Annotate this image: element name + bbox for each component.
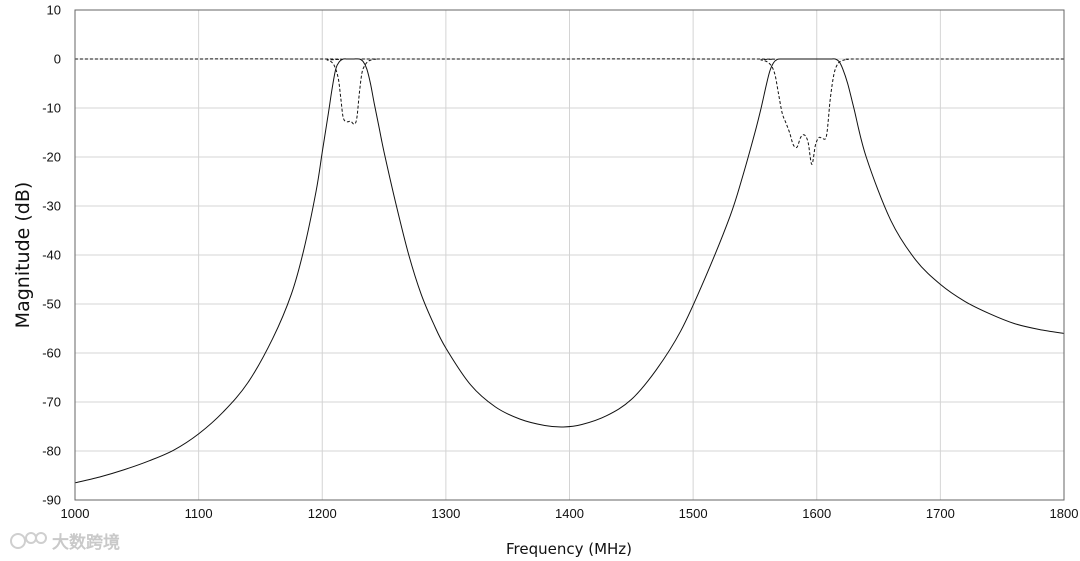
- watermark-logo-icon: [10, 532, 47, 549]
- y-axis-label: Magnitude (dB): [12, 182, 34, 329]
- series-line-s11: [74, 58, 1065, 165]
- y-tick-label: 10: [47, 3, 61, 18]
- y-tick-label: -60: [42, 346, 61, 361]
- y-tick-labels: 10 0 -10 -20 -30 -40 -50 -60 -70 -80 -90: [42, 3, 61, 508]
- watermark: 大数跨境: [10, 532, 120, 553]
- y-tick-label: -50: [42, 297, 61, 312]
- plot-frame: [74, 9, 1065, 501]
- x-tick-label: 1400: [555, 506, 584, 521]
- series-line-s21: [74, 58, 1065, 484]
- x-tick-label: 1800: [1050, 506, 1079, 521]
- y-tick-label: -20: [42, 150, 61, 165]
- x-tick-label: 1300: [431, 506, 460, 521]
- y-tick-label: -90: [42, 493, 61, 508]
- y-tick-label: -70: [42, 395, 61, 410]
- x-tick-label: 1600: [802, 506, 831, 521]
- y-tick-label: -40: [42, 248, 61, 263]
- y-tick-label: 0: [54, 52, 61, 67]
- y-tick-label: -30: [42, 199, 61, 214]
- y-tick-label: -10: [42, 101, 61, 116]
- watermark-text: 大数跨境: [52, 532, 120, 553]
- x-axis-label: Frequency (MHz): [506, 540, 632, 558]
- x-tick-labels: 1000 1100 1200 1300 1400 1500 1600 1700 1800: [61, 506, 1079, 521]
- x-tick-label: 1000: [61, 506, 90, 521]
- y-tick-label: -80: [42, 444, 61, 459]
- x-tick-label: 1500: [679, 506, 708, 521]
- x-tick-label: 1100: [185, 506, 213, 521]
- x-tick-label: 1700: [926, 506, 955, 521]
- series-layer: [74, 58, 1065, 484]
- x-tick-label: 1200: [308, 506, 337, 521]
